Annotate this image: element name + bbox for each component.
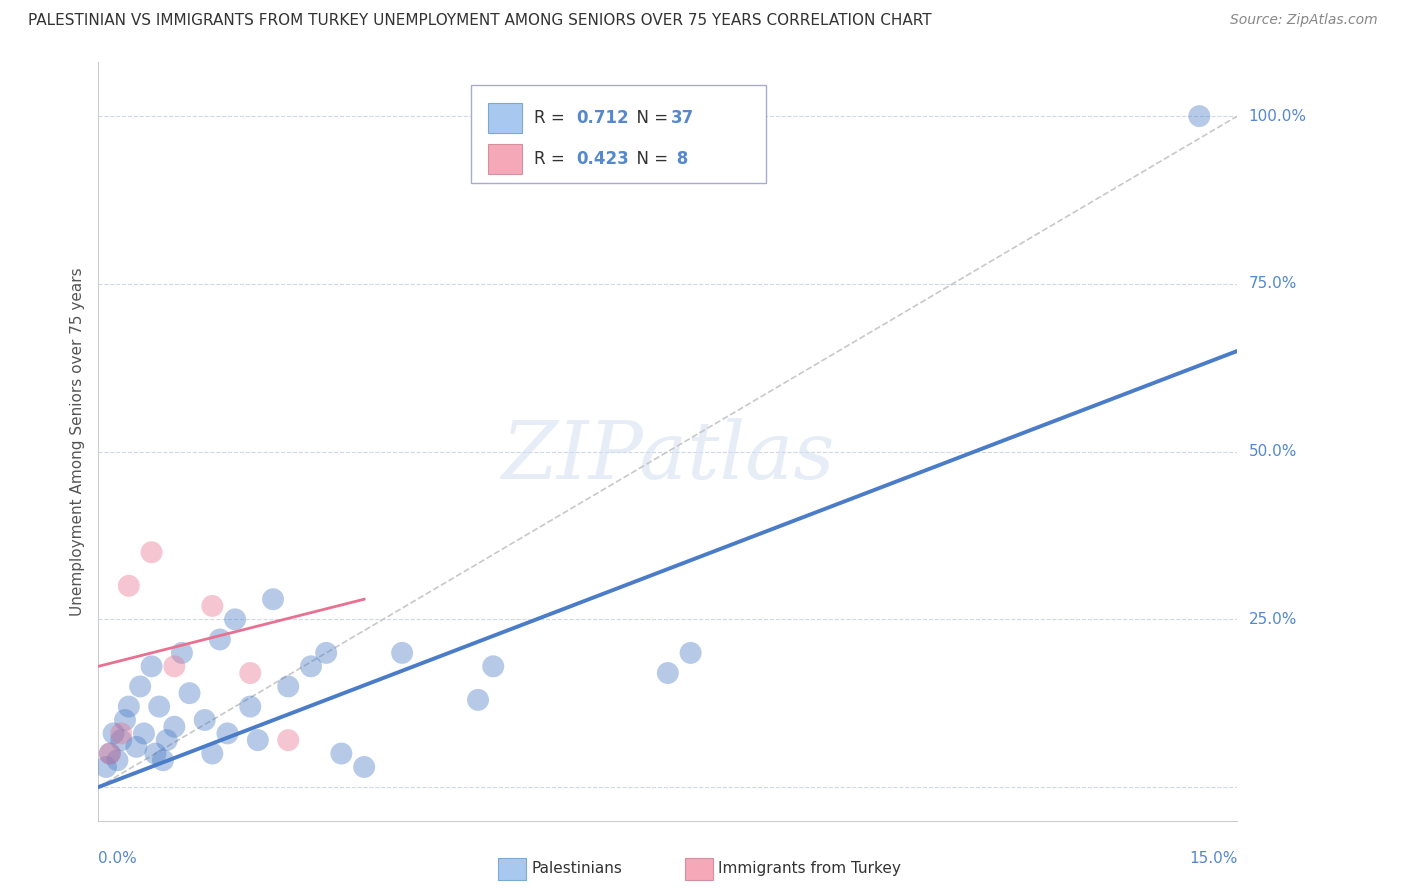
Text: 100.0%: 100.0% [1249,109,1306,124]
Point [148,699,170,714]
Point [262,592,284,607]
Text: 0.0%: 0.0% [98,851,138,866]
Point [114,713,136,727]
Point [170,646,193,660]
Text: R =: R = [534,109,571,127]
Point [107,753,129,767]
Point [224,612,246,626]
Point [129,680,152,694]
Text: 50.0%: 50.0% [1249,444,1296,459]
Point [163,659,186,673]
Point [94,760,117,774]
Point [467,693,489,707]
Point [217,726,239,740]
Text: 37: 37 [671,109,695,127]
Point [156,733,179,747]
Text: 75.0%: 75.0% [1249,277,1296,292]
Text: ZIPatlas: ZIPatlas [501,418,835,495]
Point [201,599,224,613]
Text: 25.0%: 25.0% [1249,612,1296,627]
Point [277,733,299,747]
Point [110,733,132,747]
Text: Palestinians: Palestinians [531,862,623,876]
Point [98,747,121,761]
Text: N =: N = [626,109,673,127]
Text: PALESTINIAN VS IMMIGRANTS FROM TURKEY UNEMPLOYMENT AMONG SENIORS OVER 75 YEARS C: PALESTINIAN VS IMMIGRANTS FROM TURKEY UN… [28,13,932,29]
Text: 0.712: 0.712 [576,109,628,127]
Point [98,747,121,761]
Text: Source: ZipAtlas.com: Source: ZipAtlas.com [1230,13,1378,28]
Text: N =: N = [626,150,673,168]
Point [208,632,231,647]
Point [201,747,224,761]
Point [125,739,148,754]
Y-axis label: Unemployment Among Seniors over 75 years: Unemployment Among Seniors over 75 years [69,268,84,615]
Point [353,760,375,774]
Point [152,753,174,767]
Point [277,680,299,694]
Point [657,666,679,681]
Point [118,699,141,714]
Point [141,545,163,559]
Point [118,579,141,593]
Point [330,747,353,761]
Point [145,747,167,761]
Point [141,659,163,673]
Point [1188,109,1211,123]
Point [315,646,337,660]
Point [163,720,186,734]
Point [391,646,413,660]
Text: 15.0%: 15.0% [1189,851,1237,866]
Text: R =: R = [534,150,571,168]
Text: 8: 8 [671,150,688,168]
Point [194,713,217,727]
Point [103,726,125,740]
Point [246,733,269,747]
Point [239,666,262,681]
Point [179,686,201,700]
Point [110,726,132,740]
Text: 0.423: 0.423 [576,150,630,168]
Point [482,659,505,673]
Text: Immigrants from Turkey: Immigrants from Turkey [718,862,901,876]
Point [299,659,322,673]
Point [679,646,702,660]
Point [239,699,262,714]
Point [132,726,155,740]
